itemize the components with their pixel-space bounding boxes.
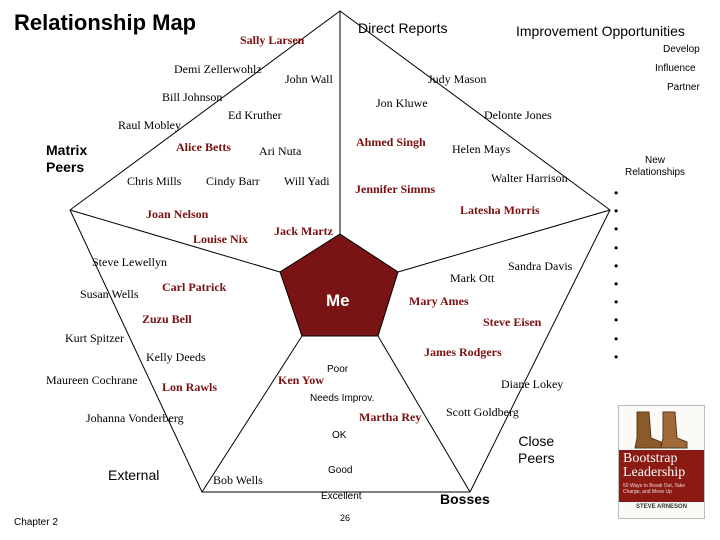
new-relationship-slot: • <box>614 277 619 291</box>
name-jack-martz: Jack Martz <box>274 224 333 238</box>
name-kelly-deeds: Kelly Deeds <box>146 350 206 364</box>
new-relationship-slot: • <box>614 349 619 364</box>
name-maureen-cochrane: Maureen Cochrane <box>46 373 138 387</box>
name-will-yadi: Will Yadi <box>284 174 330 188</box>
name-judy-mason: Judy Mason <box>428 72 487 86</box>
book-author: STEVE ARNESON <box>635 504 688 510</box>
spoke-left <box>69 209 281 273</box>
center-me-label: Me <box>326 291 350 310</box>
book-title-band: Bootstrap Leadership 50 Ways to Break Ou… <box>619 450 704 502</box>
name-raul-mobley: Raul Mobley <box>118 118 181 132</box>
footer-page-number: 26 <box>340 513 351 523</box>
outer-pentagon-frame <box>69 10 611 493</box>
ring-label-poor: Poor <box>327 364 349 375</box>
footer-chapter: Chapter 2 <box>14 517 58 528</box>
ring-label-ok: OK <box>332 430 347 441</box>
spoke-bottom-right <box>377 335 471 493</box>
name-diane-lokey: Diane Lokey <box>501 377 564 391</box>
name-bill-johnson: Bill Johnson <box>162 90 223 104</box>
name-cindy-barr: Cindy Barr <box>206 174 260 188</box>
name-louise-nix: Louise Nix <box>193 232 249 246</box>
name-joan-nelson: Joan Nelson <box>146 207 209 221</box>
name-martha-rey: Martha Rey <box>359 410 422 424</box>
ring-label-needs-improv: Needs Improv. <box>310 393 375 404</box>
name-walter-harrison: Walter Harrison <box>491 171 568 185</box>
section-direct-reports: Direct Reports <box>358 20 448 36</box>
section-bosses: Bosses <box>440 491 490 507</box>
name-carl-patrick: Carl Patrick <box>162 280 227 294</box>
new-relationship-slot: • <box>614 240 619 255</box>
book-subtitle: 50 Ways to Break Out, Take Charge, and M… <box>623 483 685 495</box>
name-steve-eisen: Steve Eisen <box>483 315 542 329</box>
legend-partner: Partner <box>667 82 700 93</box>
new-relationship-slot: • <box>614 258 619 273</box>
name-delonte-jones: Delonte Jones <box>484 108 552 122</box>
name-ari-nuta: Ari Nuta <box>259 144 302 158</box>
section-matrix-peers: Matrix Peers <box>46 142 88 175</box>
spoke-bottom-left <box>201 335 303 493</box>
name-scott-goldberg: Scott Goldberg <box>446 405 519 419</box>
name-jon-kluwe: Jon Kluwe <box>376 96 428 110</box>
name-helen-mays: Helen Mays <box>452 142 511 156</box>
name-alice-betts: Alice Betts <box>176 140 231 154</box>
legend-influence: Influence <box>655 63 696 74</box>
boots-illustration <box>634 411 688 449</box>
name-james-rodgers: James Rodgers <box>424 345 502 359</box>
name-jennifer-simms: Jennifer Simms <box>355 182 436 196</box>
new-relationship-slot: • <box>614 204 619 219</box>
name-susan-wells: Susan Wells <box>80 287 139 301</box>
legend-develop: Develop <box>663 44 700 55</box>
name-mary-ames: Mary Ames <box>409 294 469 308</box>
new-relationship-slot: • <box>614 222 619 237</box>
spoke-lines <box>69 11 611 493</box>
name-john-wall: John Wall <box>285 72 333 86</box>
name-ken-yow: Ken Yow <box>278 373 324 387</box>
book-title: Bootstrap Leadership <box>623 451 686 480</box>
name-johanna-vonderberg: Johanna Vonderberg <box>86 411 184 425</box>
name-ed-kruther: Ed Kruther <box>228 108 282 122</box>
section-external: External <box>108 467 160 483</box>
name-steve-lewellyn: Steve Lewellyn <box>92 255 167 269</box>
outer-pentagon <box>69 10 611 493</box>
name-chris-mills: Chris Mills <box>127 174 182 188</box>
book-cover: Bootstrap Leadership 50 Ways to Break Ou… <box>618 405 705 519</box>
name-kurt-spitzer: Kurt Spitzer <box>65 331 124 345</box>
new-relationship-slot: • <box>614 331 619 346</box>
name-sally-larsen: Sally Larsen <box>240 33 305 47</box>
ring-label-good: Good <box>328 465 353 476</box>
ring-label-excellent: Excellent <box>321 491 362 502</box>
new-relationship-slot: • <box>614 186 619 200</box>
name-demi-zellerwohlz: Demi Zellerwohlz <box>174 62 262 76</box>
spoke-right <box>397 209 611 273</box>
section-improvement-opportunities: Improvement Opportunities <box>516 23 685 39</box>
section-new-relationships: New Relationships <box>625 155 686 178</box>
section-close-peers: Close Peers <box>518 433 555 466</box>
name-lon-rawls: Lon Rawls <box>162 380 218 394</box>
name-bob-wells: Bob Wells <box>213 473 263 487</box>
name-sandra-davis: Sandra Davis <box>508 259 573 273</box>
name-latesha-morris: Latesha Morris <box>460 203 540 217</box>
new-relationship-slot: • <box>614 313 619 328</box>
new-relationship-slot: • <box>614 295 619 310</box>
name-mark-ott: Mark Ott <box>450 271 495 285</box>
center-pentagon <box>279 233 399 337</box>
name-zuzu-bell: Zuzu Bell <box>142 312 192 326</box>
page-title: Relationship Map <box>14 10 197 35</box>
name-ahmed-singh: Ahmed Singh <box>356 135 426 149</box>
